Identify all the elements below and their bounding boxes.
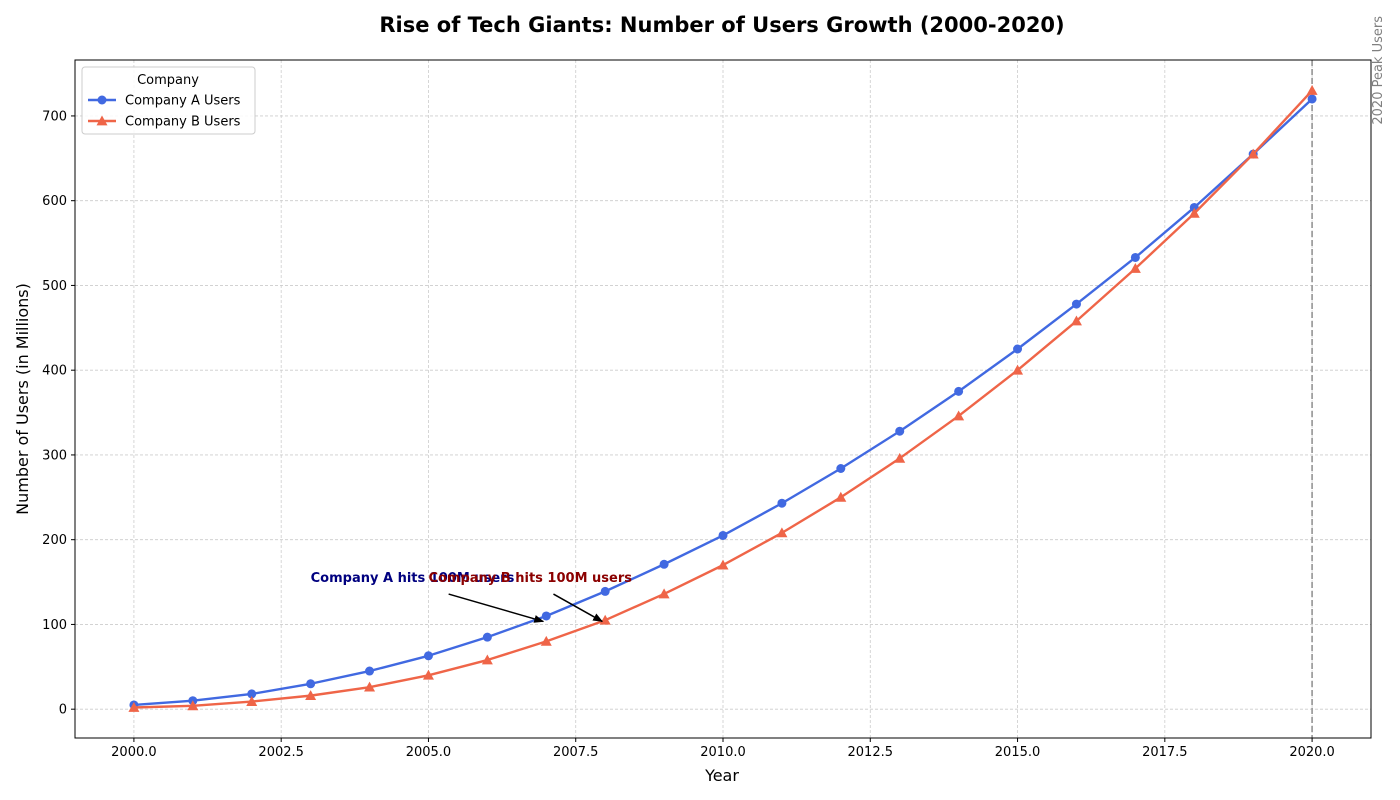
y-tick-label: 200 [42, 533, 67, 548]
data-point [1070, 315, 1082, 326]
annotation-arrow [448, 593, 545, 623]
x-tick-label: 2002.5 [258, 745, 304, 760]
data-point [540, 635, 552, 646]
legend-entry: Company B Users [88, 115, 241, 130]
data-point [659, 559, 669, 569]
chart-title: Rise of Tech Giants: Number of Users Gro… [379, 13, 1064, 37]
series-layer [128, 85, 1318, 712]
series-company-a [129, 94, 1317, 710]
data-point [422, 669, 434, 680]
data-point [718, 530, 728, 540]
data-point [305, 690, 317, 701]
data-point [482, 632, 492, 642]
data-point [365, 666, 375, 676]
y-tick-label: 300 [42, 448, 67, 463]
x-tick-label: 2012.5 [848, 745, 894, 760]
x-axis-ticks: 2000.0 2002.5 2005.0 2007.5 2010.0 2012.5 2015… [111, 738, 1335, 760]
data-point [895, 426, 905, 436]
legend: Company Company A Users Company B Users [81, 66, 256, 135]
data-point [541, 611, 551, 621]
series-company-b [128, 85, 1318, 712]
x-tick-label: 2005.0 [406, 745, 452, 760]
data-point [835, 491, 847, 502]
x-tick-label: 2015.0 [995, 745, 1041, 760]
y-tick-label: 500 [42, 279, 67, 294]
series-line [133, 89, 1313, 709]
x-tick-label: 2000.0 [111, 745, 157, 760]
data-point [246, 696, 258, 706]
peak-line-label: 2020 Peak Users [1371, 16, 1386, 125]
data-point [1013, 344, 1023, 354]
y-tick-label: 700 [42, 109, 67, 124]
legend-label: Company B Users [125, 115, 241, 130]
data-point [481, 654, 493, 665]
data-point [600, 586, 610, 596]
legend-title: Company [137, 73, 199, 88]
x-tick-label: 2010.0 [700, 745, 746, 760]
x-tick-label: 2017.5 [1142, 745, 1188, 760]
data-point [599, 614, 611, 625]
data-point [306, 679, 316, 689]
data-point [247, 689, 257, 699]
data-point [1129, 262, 1141, 273]
data-point [776, 527, 788, 538]
data-point [1306, 85, 1318, 95]
data-point [658, 588, 670, 599]
legend-entry: Company A Users [88, 94, 241, 109]
data-point [1071, 299, 1081, 309]
y-tick-label: 600 [42, 194, 67, 209]
data-point [836, 463, 846, 473]
data-point [1247, 148, 1259, 159]
data-point [423, 651, 433, 661]
data-point [1130, 252, 1140, 262]
y-tick-label: 100 [42, 618, 67, 633]
x-axis-label: Year [704, 766, 739, 785]
data-point [717, 559, 729, 570]
x-tick-label: 2020.0 [1289, 745, 1335, 760]
y-axis-ticks: 0 100 200 300 400 500 600 700 [42, 109, 75, 718]
data-point [954, 386, 964, 396]
legend-marker [96, 115, 108, 126]
legend-label: Company A Users [125, 94, 241, 109]
x-tick-label: 2007.5 [553, 745, 599, 760]
annotation-label: Company B hits 100M users [428, 571, 632, 586]
data-point [364, 681, 376, 692]
data-point [1188, 207, 1200, 218]
y-axis-label: Number of Users (in Millions) [13, 283, 32, 515]
y-tick-label: 0 [59, 703, 67, 718]
data-point [777, 498, 787, 508]
annotation-arrow [553, 593, 604, 623]
data-point [128, 701, 140, 712]
grid [75, 60, 1371, 738]
annotation-label: Company A hits 100M users [311, 571, 515, 586]
data-point [187, 700, 199, 711]
legend-marker [97, 95, 107, 105]
data-point [894, 452, 906, 463]
legend-box [81, 66, 256, 135]
data-point [1307, 94, 1317, 104]
data-point [1012, 364, 1024, 375]
y-tick-label: 400 [42, 364, 67, 379]
data-point [953, 410, 965, 421]
